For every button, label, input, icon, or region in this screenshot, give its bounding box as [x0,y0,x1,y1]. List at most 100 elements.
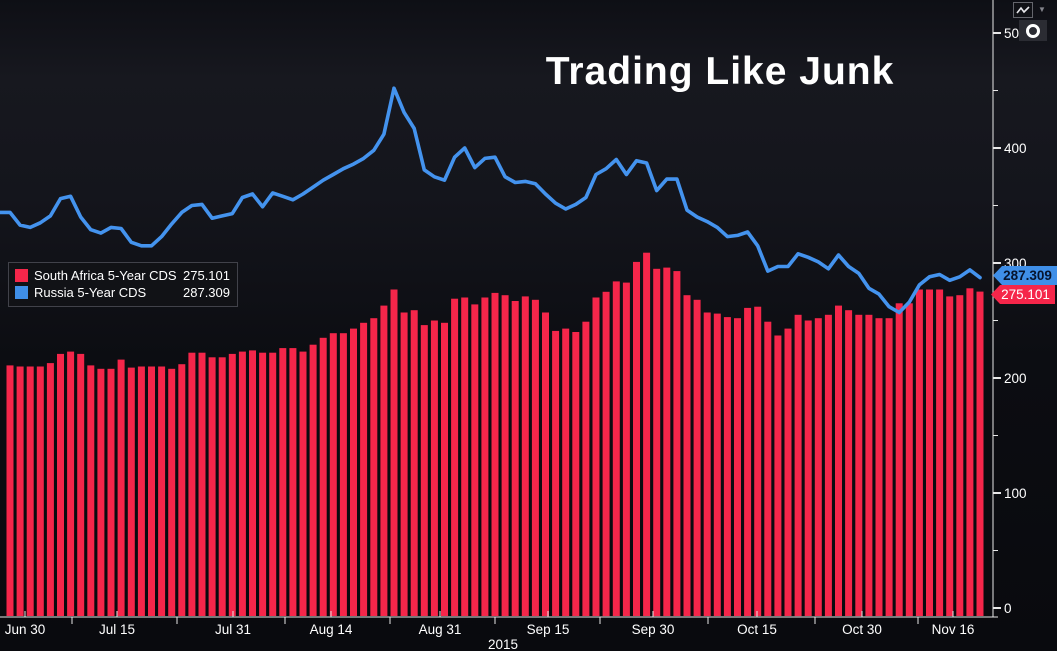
bar [824,314,832,617]
bar [238,351,246,616]
bar [501,295,509,616]
bar [845,310,853,616]
legend-item-russia[interactable]: Russia 5-Year CDS 287.309 [15,284,230,301]
bar [329,333,337,616]
bar [491,292,499,616]
line-series [0,86,982,315]
bar [228,353,236,616]
bar [390,289,398,616]
x-tick-label: Jul 15 [99,622,135,637]
bar [339,333,347,616]
bar [198,352,206,616]
bar [430,320,438,616]
bar [289,348,297,616]
bar [673,271,681,616]
y-tick-label: 0 [1004,601,1012,616]
bar [218,357,226,616]
bar [188,352,196,616]
bar [400,312,408,616]
chart-type-button[interactable] [1013,2,1033,18]
bar [542,312,549,616]
bar [380,305,388,616]
bar [855,314,863,617]
bar [774,335,782,616]
bar [744,307,752,616]
chart-type-dropdown-caret[interactable]: ▼ [1038,5,1046,14]
bar [784,328,792,616]
bar [26,366,34,616]
bar [956,295,964,616]
x-axis-year-label: 2015 [488,637,518,651]
x-tick-label: Oct 30 [842,622,882,637]
legend-value: 287.309 [183,285,230,300]
bar [915,289,923,616]
bar [521,296,529,616]
bar [622,282,630,616]
bar [693,299,701,616]
bar [683,295,691,616]
bar [77,353,85,616]
bar [137,366,145,616]
bar [57,353,64,616]
bar [643,252,651,616]
bar [451,298,459,616]
x-tick-label: Sep 30 [632,622,675,637]
bar [67,351,75,616]
bar [309,344,317,616]
bar [562,328,570,616]
bar [633,261,640,616]
bar [158,366,166,616]
bar [16,366,24,616]
legend-label: Russia 5-Year CDS [34,285,147,300]
x-tick-label: Sep 15 [527,622,570,637]
bar [249,350,256,616]
bar [885,318,893,616]
legend-item-south-africa[interactable]: South Africa 5-Year CDS 275.101 [15,267,230,284]
bar [360,322,368,616]
bar [582,321,590,616]
x-tick-label: Nov 16 [932,622,975,637]
bar [572,332,580,616]
bar [117,359,125,616]
bar [148,366,155,616]
bar [471,304,479,616]
bar [703,312,711,616]
y-tick-label: 200 [1004,371,1027,386]
bar [97,368,105,616]
bar [420,325,428,616]
bar [107,368,115,616]
bar [966,288,974,616]
bar [269,352,277,616]
y-tick-label: 100 [1004,486,1027,501]
bar [552,330,560,616]
last-value-tag-south-africa: 275.101 [991,285,1055,304]
bar [279,348,287,616]
legend-label: South Africa 5-Year CDS [34,268,177,283]
bar [936,289,944,616]
x-tick-label: Aug 31 [419,622,462,637]
bar [602,291,610,617]
bar [299,351,307,616]
x-tick-label: Jul 31 [215,622,251,637]
annotate-button[interactable] [1019,20,1047,41]
bar [259,352,267,616]
bar [36,366,44,616]
bar [764,321,772,616]
bar [6,365,14,616]
bar [410,310,418,616]
legend-box: South Africa 5-Year CDS 275.101 Russia 5… [8,262,238,307]
x-tick-label: Aug 14 [310,622,353,637]
legend-value: 275.101 [183,268,230,283]
bar [946,296,954,616]
bar [754,306,762,616]
bar [87,365,95,616]
bar [319,337,327,617]
bar [370,318,378,616]
bar [663,267,671,616]
circle-icon [1026,23,1040,38]
bar [511,301,519,616]
south-africa-swatch-icon [15,269,28,282]
y-tick-label: 400 [1004,141,1027,156]
